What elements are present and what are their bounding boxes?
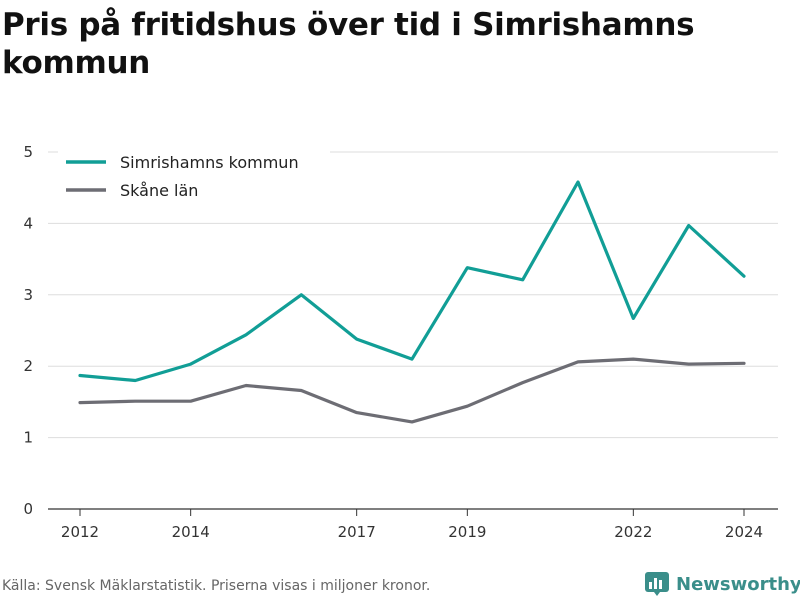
x-tick-label: 2012 [61, 523, 99, 541]
x-tick-label: 2019 [448, 523, 486, 541]
brand-name: Newsworthy [676, 573, 800, 595]
series-line-0 [78, 180, 746, 383]
legend-label: Skåne län [120, 181, 198, 200]
legend-label: Simrishamns kommun [120, 153, 299, 172]
gridlines [48, 151, 778, 510]
y-tick-label: 1 [23, 429, 33, 447]
x-tick-label: 2022 [614, 523, 652, 541]
x-axis-ticks: 2012 2014 2017 2019 2022 2024 [61, 509, 763, 541]
x-tick-label: 2017 [338, 523, 376, 541]
x-tick-label: 2024 [725, 523, 763, 541]
bar-chart-logo-icon [645, 572, 669, 596]
y-axis-ticks: 0 1 2 3 4 5 [23, 143, 33, 518]
series-line-1 [78, 357, 746, 424]
legend-background [58, 146, 330, 204]
x-tick-label: 2014 [172, 523, 210, 541]
source-note: Källa: Svensk Mäklarstatistik. Priserna … [2, 578, 431, 594]
series-lines [78, 180, 746, 424]
legend: Simrishamns kommun Skåne län [58, 146, 330, 204]
y-tick-label: 3 [23, 286, 33, 304]
y-tick-label: 2 [23, 357, 33, 375]
brand-logo: Newsworthy [645, 570, 800, 598]
y-tick-label: 4 [23, 214, 33, 232]
chart-title: Pris på fritidshus över tid i Simrishamn… [2, 7, 695, 81]
y-tick-label: 5 [23, 143, 33, 161]
y-tick-label: 0 [23, 500, 33, 518]
